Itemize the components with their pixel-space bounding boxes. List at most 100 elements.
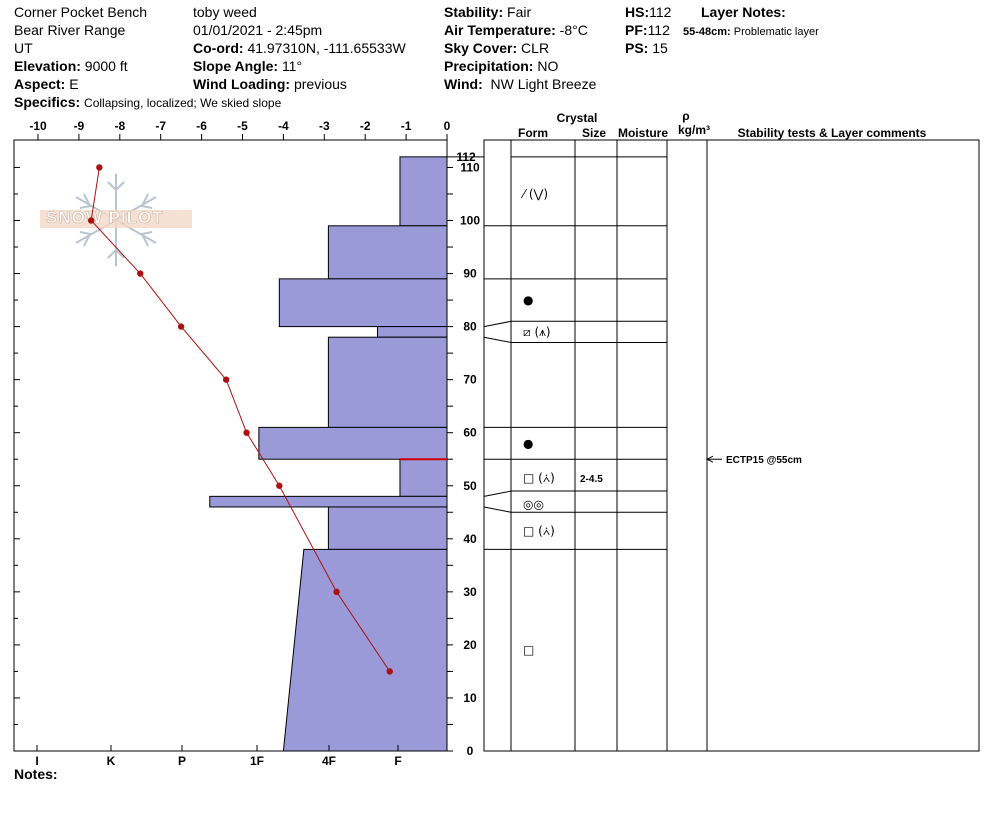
depth-tick-label: 70	[463, 373, 477, 387]
hardness-tick-label: F	[394, 754, 401, 768]
stability-header: Stability tests & Layer comments	[738, 126, 927, 140]
depth-tick-label: 30	[463, 585, 477, 599]
hardness-layer	[258, 426, 448, 460]
temp-point	[333, 588, 340, 596]
crystal-form: ●	[523, 293, 533, 307]
temperature-axis: -10 -9 -8 -7 -6 -5 -4 -3 -2 -1 0	[29, 119, 451, 140]
temp-tick-label: -10	[29, 119, 47, 133]
layer-connector	[483, 336, 512, 344]
specifics-label: Specifics:	[14, 94, 81, 110]
slope-value: 11°	[281, 58, 303, 74]
hardness-layer	[399, 156, 448, 227]
hardness-layers	[209, 156, 448, 752]
hardness-layer	[327, 336, 448, 428]
elevation-label: Elevation:	[14, 58, 81, 74]
stability-value: Fair	[507, 4, 532, 20]
precipitation: Precipitation: NO	[444, 57, 558, 75]
layer-table-frame	[483, 139, 980, 752]
crystal-header: Crystal	[557, 111, 598, 125]
aspect: Aspect: E	[14, 75, 79, 93]
pf: PF:112	[625, 21, 670, 39]
wind-loading-label: Wind Loading:	[193, 76, 291, 92]
layer-boundaries	[483, 156, 667, 550]
temp-tick-label: -1	[401, 119, 412, 133]
layer-connector	[483, 506, 512, 513]
sky-cover: Sky Cover: CLR	[444, 39, 549, 57]
temp-point	[137, 270, 144, 277]
hardness-layer	[282, 548, 448, 752]
depth-tick-label: 90	[463, 267, 477, 281]
observer-name: toby weed	[193, 4, 257, 20]
slope-label: Slope Angle:	[193, 58, 279, 74]
hardness-layer	[278, 278, 448, 328]
temp-tick-label: -2	[360, 119, 371, 133]
depth-tick-label: 10	[463, 691, 477, 705]
pf-label: PF:	[625, 22, 648, 38]
crystal-form: ⧄ (⩚)	[523, 325, 551, 339]
temp-tick-label: -9	[74, 119, 85, 133]
sky-value: CLR	[521, 40, 550, 56]
temp-point	[276, 482, 283, 489]
crystal-form: □ (⩑)	[523, 524, 555, 538]
temp-point	[386, 668, 393, 675]
temp-tick-label: -5	[237, 119, 248, 133]
temp-point	[243, 429, 250, 436]
elevation-value: 9000 ft	[84, 58, 128, 74]
temp-point	[177, 323, 185, 330]
notes-label: Notes:	[14, 766, 58, 782]
temp-tick-label: 0	[444, 119, 451, 133]
range-name: Bear River Range	[14, 22, 126, 38]
hardness-axis: I K P 1F 4F F	[35, 745, 402, 768]
wind-loading-value: previous	[293, 76, 347, 92]
crystal-size: 2-4.5	[580, 474, 603, 485]
hardness-tick-label: P	[178, 754, 186, 768]
temp-tick-label: -4	[278, 119, 289, 133]
pf-value: 112	[647, 22, 670, 38]
hardness-layer	[209, 495, 448, 508]
hardness-layer	[376, 326, 448, 338]
hardness-layer	[399, 458, 448, 497]
layer-notes-label: Layer Notes:	[701, 4, 786, 20]
depth-tick-label: 80	[463, 320, 477, 334]
density-unit-header: kg/m³	[678, 123, 710, 137]
stability-tests: ECTP15 @55cm	[705, 455, 802, 466]
precip-value: NO	[537, 58, 559, 74]
layer-note-text: Problematic layer	[733, 26, 819, 38]
aspect-value: E	[69, 76, 79, 92]
crystal-rows: ⁄ (⋁) ● ⧄ (⩚) ● □ (⩑) 2-4.5 ◎◎ □ (⩑) □	[520, 187, 603, 657]
temp-tick-label: -7	[155, 119, 166, 133]
air-temp-label: Air Temperature:	[444, 22, 556, 38]
coord-value: 41.97310N, -111.65533W	[247, 40, 406, 56]
depth-tick-label: 60	[463, 426, 477, 440]
stability: Stability: Fair	[444, 3, 531, 21]
snowflake-icon	[40, 174, 192, 266]
crystal-form: ⁄ (⋁)	[520, 187, 548, 201]
hardness-layer	[327, 506, 448, 550]
moisture-header: Moisture	[618, 126, 668, 140]
depth-tick-label: 50	[463, 479, 477, 493]
hardness-tick-label: 1F	[250, 754, 264, 768]
specifics-value: Collapsing, localized; We skied slope	[84, 96, 282, 110]
depth-tick-label: 40	[463, 532, 477, 546]
depth-tick-label: 100	[460, 214, 480, 228]
hs-depth-label: 112	[456, 150, 476, 164]
wind-loading: Wind Loading: previous	[193, 75, 347, 93]
temp-tick-label: -3	[319, 119, 330, 133]
location-name: Corner Pocket Bench	[14, 4, 148, 20]
wind: Wind: NW Light Breeze	[444, 75, 596, 93]
temp-point	[222, 376, 230, 383]
air-temp-value: -8°C	[559, 22, 588, 38]
layer-note-range: 55-48cm:	[683, 26, 731, 38]
obs-datetime: 01/01/2021 - 2:45pm	[193, 22, 323, 38]
depth-tick-label: 20	[463, 638, 477, 652]
air-temperature: Air Temperature: -8°C	[444, 21, 588, 39]
specifics: Specifics: Collapsing, localized; We ski…	[14, 93, 281, 112]
crystal-form: ●	[523, 436, 533, 450]
depth-tick-label: 0	[467, 744, 474, 758]
stability-test-arrowhead	[705, 455, 714, 463]
stability-test-label: ECTP15 @55cm	[726, 455, 802, 466]
crystal-form: □ (⩑)	[523, 471, 555, 485]
hs: HS:112	[625, 3, 671, 21]
